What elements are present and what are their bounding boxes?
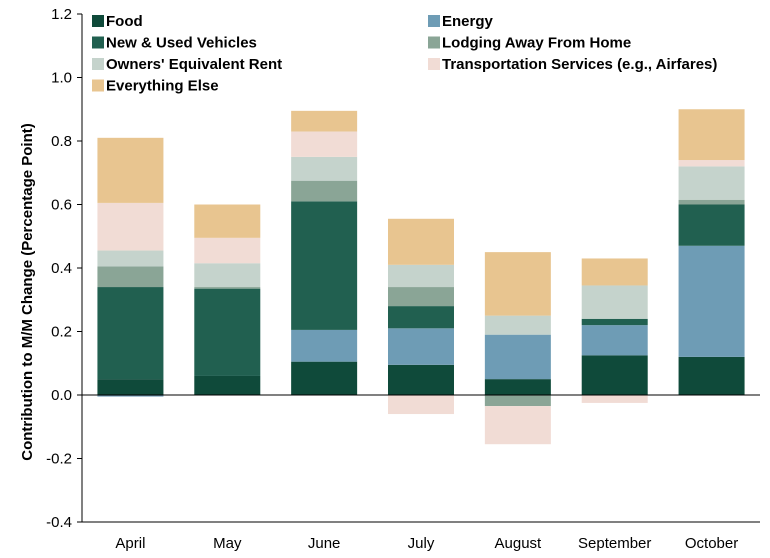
bar-segment	[388, 287, 454, 307]
bar-segment	[194, 263, 261, 288]
legend-swatch	[92, 15, 104, 27]
bar-segment	[97, 137, 164, 203]
bar-segment	[194, 375, 261, 395]
legend-swatch	[92, 58, 104, 70]
bar-segment	[291, 329, 358, 362]
bar-segment	[581, 318, 648, 326]
legend-swatch	[428, 58, 440, 70]
legend-swatch	[92, 36, 104, 49]
legend: Food Energy New & Used Vehicles Lodging Awa…	[92, 13, 717, 95]
bar-segment	[97, 287, 164, 380]
bar-segment	[678, 245, 745, 357]
bar-segment	[194, 288, 261, 376]
legend-label: Everything Else	[106, 78, 219, 95]
bar-segment	[291, 156, 358, 181]
bar-segment	[97, 250, 164, 267]
x-tick-label: September	[578, 535, 651, 552]
bar-segment	[97, 395, 164, 397]
bar-segment	[678, 204, 745, 246]
axes-layer: April May June July August September October -0…	[46, 6, 760, 552]
bar-segment	[484, 315, 551, 335]
bar-segment	[194, 287, 261, 289]
y-tick-label: -0.4	[46, 514, 72, 531]
bar-segment	[678, 199, 745, 205]
bar-segment	[678, 109, 745, 161]
bar-segment	[291, 201, 358, 330]
bar-segment	[388, 364, 454, 395]
bar-segment	[194, 237, 261, 264]
bar-segment	[388, 264, 454, 288]
x-tick-label: June	[308, 535, 341, 552]
bar-segment	[581, 285, 648, 319]
legend-swatch	[428, 36, 440, 49]
y-tick-label: 0.6	[51, 197, 72, 214]
bar-segment	[678, 160, 745, 167]
x-tick-label: April	[115, 535, 145, 552]
legend-swatch	[92, 79, 104, 92]
bar-segment	[581, 258, 648, 286]
y-tick-label: 1.0	[51, 70, 72, 87]
legend-label: Owners' Equivalent Rent	[106, 56, 282, 73]
x-tick-label: May	[213, 535, 242, 552]
bar-segment	[388, 306, 454, 329]
bar-segment	[484, 334, 551, 380]
bar-segment	[388, 218, 454, 265]
legend-label: Food	[106, 13, 143, 30]
y-tick-label: 1.2	[51, 6, 72, 23]
bar-segment	[484, 406, 551, 445]
bar-segment	[581, 395, 648, 403]
x-tick-label: October	[685, 535, 738, 552]
bar-segment	[484, 395, 551, 407]
bar-segment	[678, 166, 745, 200]
x-tick-label: July	[408, 535, 435, 552]
bar-segment	[388, 395, 454, 415]
y-tick-label: 0.4	[51, 260, 72, 277]
y-tick-label: 0.2	[51, 324, 72, 341]
y-tick-label: 0.8	[51, 133, 72, 150]
legend-label: Transportation Services (e.g., Airfares)	[442, 56, 717, 73]
bar-segment	[484, 379, 551, 396]
bar-segment	[581, 325, 648, 356]
bars-layer	[97, 109, 745, 445]
bar-segment	[581, 355, 648, 395]
bar-segment	[291, 361, 358, 395]
legend-label: Lodging Away From Home	[442, 35, 631, 52]
legend-label: Energy	[442, 13, 494, 30]
bar-segment	[97, 379, 164, 396]
x-tick-label: August	[495, 535, 543, 552]
y-tick-label: 0.0	[51, 387, 72, 404]
bar-segment	[678, 356, 745, 395]
legend-label: New & Used Vehicles	[106, 35, 257, 52]
bar-segment	[484, 252, 551, 316]
bar-segment	[388, 328, 454, 365]
bar-segment	[97, 202, 164, 251]
legend-swatch	[428, 15, 440, 27]
bar-segment	[194, 204, 261, 238]
bar-segment	[291, 131, 358, 157]
bar-segment	[97, 266, 164, 288]
y-tick-label: -0.2	[46, 451, 72, 468]
y-axis-title: Contribution to M/M Change (Percentage P…	[19, 123, 36, 461]
bar-segment	[291, 180, 358, 202]
bar-segment	[291, 110, 358, 132]
